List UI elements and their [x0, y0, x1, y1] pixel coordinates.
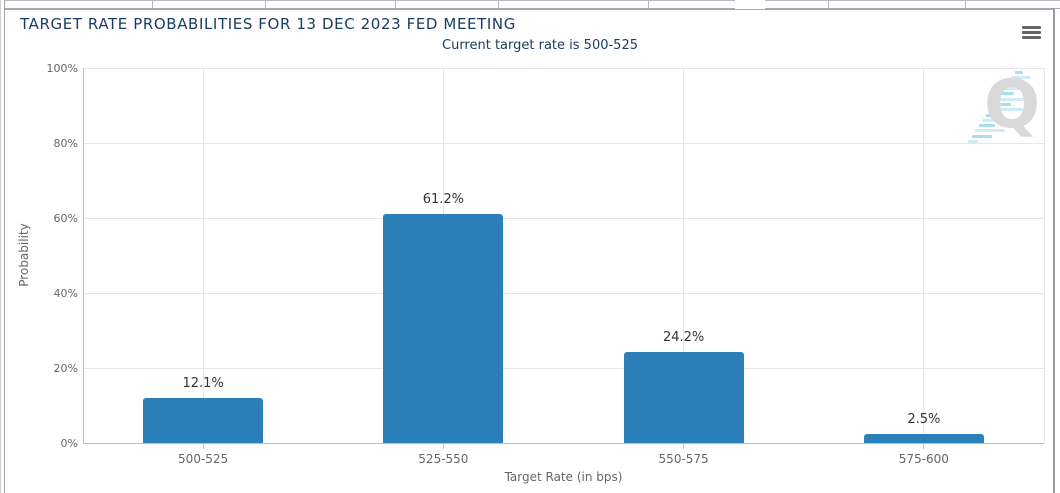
x-tick-500-525 [202, 444, 204, 449]
bar-value-label-575-600: 2.5% [907, 411, 941, 427]
gridline-80% [83, 142, 1044, 144]
gridline-40% [83, 292, 1044, 294]
x-category-label-525-550: 525-550 [418, 452, 469, 466]
y-tick-label-80%: 80% [53, 137, 78, 150]
x-tick-575-600 [923, 444, 925, 449]
plot-right-border [1043, 68, 1045, 443]
watermark-dash [982, 118, 1009, 122]
watermark-dash [1014, 71, 1023, 75]
vertical-gridline-575-600 [923, 68, 925, 443]
panel-top-border [5, 9, 1053, 10]
gridline-60% [83, 217, 1044, 219]
x-tick-525-550 [442, 444, 444, 449]
watermark-dash [996, 97, 1025, 101]
vertical-gridline-500-525 [202, 68, 204, 443]
y-tick-label-100%: 100% [46, 62, 78, 75]
watermark-dash [1000, 92, 1015, 96]
watermark-dash [1007, 81, 1018, 85]
bar-value-label-500-525: 12.1% [182, 375, 224, 391]
bar-500-525[interactable] [143, 397, 264, 443]
hamburger-menu-icon [1022, 25, 1041, 29]
y-axis-title: Probability [17, 223, 31, 287]
chart-title: TARGET RATE PROBABILITIES FOR 13 DEC 202… [20, 15, 516, 33]
bar-550-575[interactable] [623, 352, 744, 443]
y-tick-label-0%: 0% [60, 437, 78, 450]
gridline-20% [83, 367, 1044, 369]
x-axis-line [83, 443, 1044, 444]
left-inner-border [4, 0, 5, 493]
x-category-label-500-525: 500-525 [178, 452, 229, 466]
y-tick-label-20%: 20% [53, 362, 78, 375]
watermark-dash [971, 134, 992, 138]
bar-value-label-550-575: 24.2% [662, 330, 705, 346]
chart-context-menu-button[interactable] [1022, 22, 1044, 42]
chart-subtitle: Current target rate is 500-525 [442, 38, 638, 53]
bar-575-600[interactable] [863, 433, 984, 443]
watermark-dash [978, 124, 995, 128]
watermark-dash [989, 108, 1024, 112]
left-outer-border [0, 0, 1, 493]
watermark-dash [986, 113, 998, 117]
x-category-label-550-575: 550-575 [658, 452, 709, 466]
bar-value-label-525-550: 61.2% [422, 191, 465, 207]
x-axis-title: Target Rate (in bps) [504, 470, 623, 484]
bar-525-550[interactable] [383, 213, 504, 443]
vertical-gridline-550-575 [683, 68, 685, 443]
watermark-dash [975, 129, 1006, 133]
right-panel-border [1053, 8, 1055, 493]
y-tick-label-40%: 40% [53, 287, 78, 300]
watermark-q-letter: Q [984, 66, 1041, 143]
x-category-label-575-600: 575-600 [898, 452, 949, 466]
watermark-dash [993, 102, 1012, 106]
y-tick-label-60%: 60% [53, 212, 78, 225]
x-tick-550-575 [683, 444, 685, 449]
y-axis-line [83, 68, 84, 443]
watermark-dash [1004, 87, 1028, 90]
watermark-dash [1011, 76, 1032, 80]
gridline-100% [83, 67, 1044, 69]
